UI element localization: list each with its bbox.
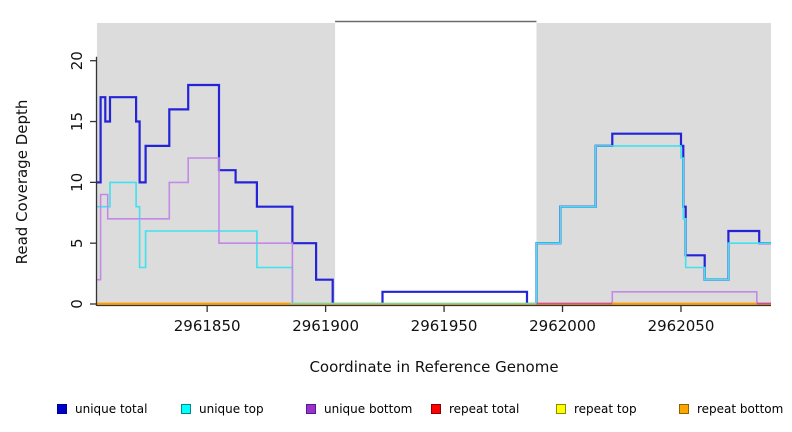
x-axis-title: Coordinate in Reference Genome [309,358,558,376]
legend-item-unique-total: unique total [57,401,147,417]
legend-swatch-unique-bottom [306,404,316,414]
legend-swatch-repeat-bottom [679,404,689,414]
legend: unique total unique top unique bottom repea… [0,401,792,421]
legend-swatch-unique-top [181,404,191,414]
legend-label-unique-top: unique top [199,402,264,416]
y-tick-label: 5 [68,238,86,248]
legend-item-repeat-top: repeat top [556,401,637,417]
legend-swatch-repeat-top [556,404,566,414]
y-tick-label: 0 [68,299,86,309]
y-axis-title: Read Coverage Depth [13,100,31,265]
x-tick-label: 2962000 [529,317,596,335]
legend-item-repeat-total: repeat total [431,401,519,417]
x-tick-label: 2961950 [411,317,478,335]
series-unique-top [97,145,771,305]
repeat-region [536,23,771,304]
legend-label-unique-bottom: unique bottom [324,402,413,416]
repeat-region-shading [97,20,771,304]
legend-item-repeat-bottom: repeat bottom [679,401,783,417]
series-unique-bottom [97,157,771,305]
legend-swatch-unique-total [57,404,67,414]
legend-swatch-repeat-total [431,404,441,414]
y-tick-label: 20 [68,51,86,70]
y-tick-label: 15 [68,112,86,131]
legend-item-unique-bottom: unique bottom [306,401,412,417]
repeat-region [97,23,336,304]
legend-label-unique-total: unique total [75,402,148,416]
legend-label-repeat-total: repeat total [449,402,520,416]
y-tick-label: 10 [68,173,86,192]
x-tick-label: 2961900 [292,317,359,335]
legend-label-repeat-top: repeat top [574,402,637,416]
legend-label-repeat-bottom: repeat bottom [697,402,784,416]
x-tick-label: 2962050 [648,317,715,335]
axes: 2961850 2961900 2961950 2962000 2962050 0 5 10 1… [68,51,771,335]
x-tick-label: 2961850 [174,317,241,335]
coverage-step-lines [97,83,771,306]
legend-item-unique-top: unique top [181,401,264,417]
